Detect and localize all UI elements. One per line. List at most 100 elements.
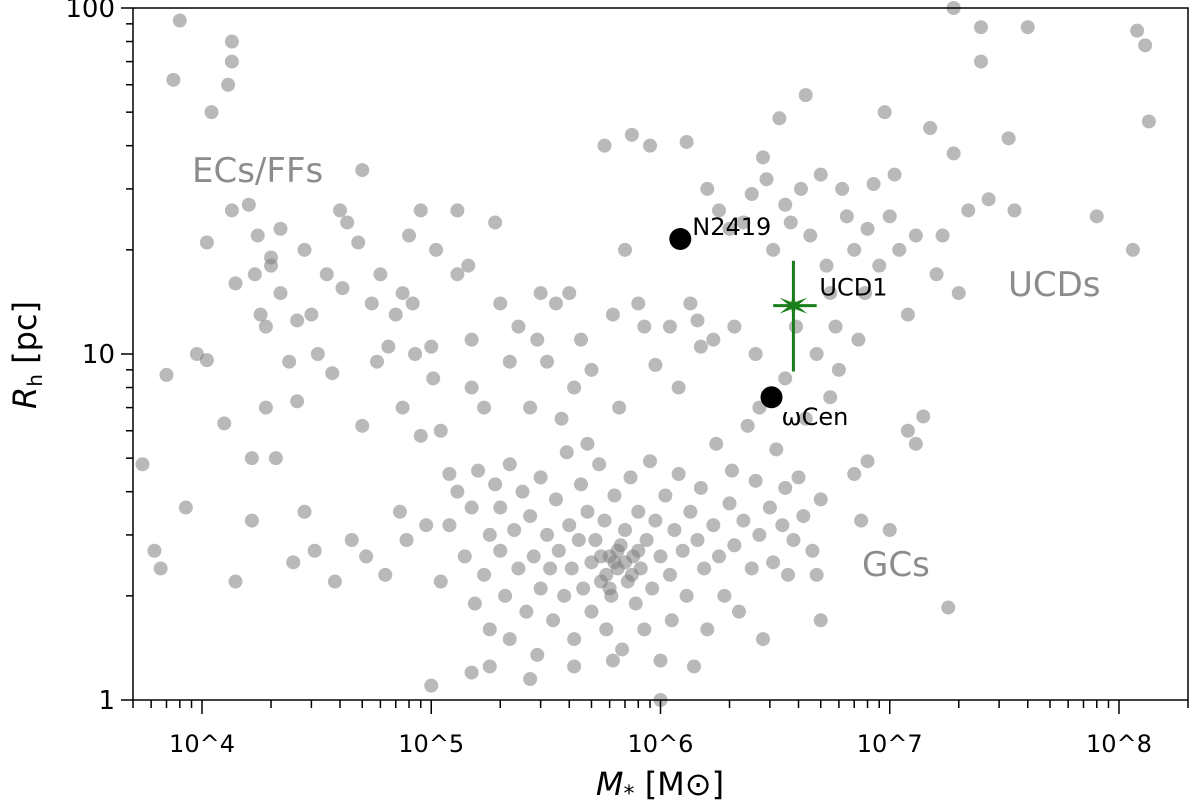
data-point [253,307,268,322]
data-point [244,513,259,528]
data-point [752,527,767,542]
data-point [247,267,262,282]
data-point [643,138,658,153]
data-point [464,500,479,515]
data-point [370,354,385,369]
data-point [712,549,727,564]
data-point [450,267,465,282]
data-point [413,203,428,218]
data-point [540,527,555,542]
data-point [908,228,923,243]
data-point [803,228,818,243]
data-point [592,457,607,472]
data-point [748,347,763,361]
data-point [405,296,420,311]
data-point [258,319,273,334]
data-point [639,533,654,548]
data-point [671,466,686,481]
data-point [831,362,846,377]
data-point [511,319,526,334]
plot-frame [132,7,1189,701]
data-point [564,561,579,576]
data-point [355,163,370,178]
data-point [645,581,660,596]
data-point [178,500,193,515]
data-point [1001,131,1016,146]
data-point [679,134,694,149]
y-label-unit: [pc] [6,301,44,374]
data-point [766,242,781,257]
data-point [159,367,174,382]
data-point [224,203,239,218]
data-point [623,470,638,485]
data-point [307,543,322,558]
data-point [612,400,627,415]
data-point [769,442,784,457]
data-point [533,286,548,301]
n2419-label: N2419 [692,213,771,241]
data-point [602,581,617,596]
data-point [736,513,751,528]
data-point [290,313,305,328]
data-point [788,319,803,334]
data-point [617,555,632,570]
data-point [1125,242,1140,257]
data-point [147,543,162,558]
data-point [559,445,574,460]
data-point [442,466,457,481]
data-point [866,176,881,191]
data-point [1130,23,1145,38]
data-point [373,267,388,282]
data-point [482,527,497,542]
data-point [900,423,915,438]
data-point [395,286,410,301]
data-point [402,228,417,243]
y-tick-label: 1 [98,686,115,716]
data-point [515,484,530,499]
data-point [351,235,366,250]
data-point [381,339,396,354]
data-point [823,286,838,301]
data-point [839,209,854,224]
data-point [775,518,790,533]
data-point [567,380,582,395]
data-point [607,555,622,570]
data-point [576,581,591,596]
data-point [419,518,434,533]
data-point [717,588,732,603]
data-point [1089,209,1104,224]
region-label: UCDs [1008,265,1101,305]
data-point [224,34,239,49]
data-point [786,533,801,548]
data-point [981,192,996,207]
data-point [637,319,652,334]
data-point [860,221,875,236]
data-point [854,513,869,528]
data-point [643,454,658,469]
data-point [319,267,334,282]
data-point [693,480,708,495]
data-point [736,215,751,230]
data-point [923,120,938,135]
region-label: ECs/FFs [192,151,323,191]
data-point [488,215,503,230]
data-point [724,463,739,478]
data-point [700,622,715,637]
data-point [228,574,243,589]
data-point [916,409,931,424]
data-point [772,111,787,126]
highlight-point [669,227,692,250]
data-point [675,543,690,558]
data-point [268,451,283,466]
data-point [951,286,966,301]
data-point [304,307,319,322]
x-tick-label-1e6: 10^6 [628,730,694,758]
data-point [344,533,359,548]
data-point [424,339,439,354]
data-point [740,418,755,433]
data-point [584,362,599,377]
data-point [533,581,548,596]
data-point [1007,203,1022,218]
data-point [241,197,256,212]
